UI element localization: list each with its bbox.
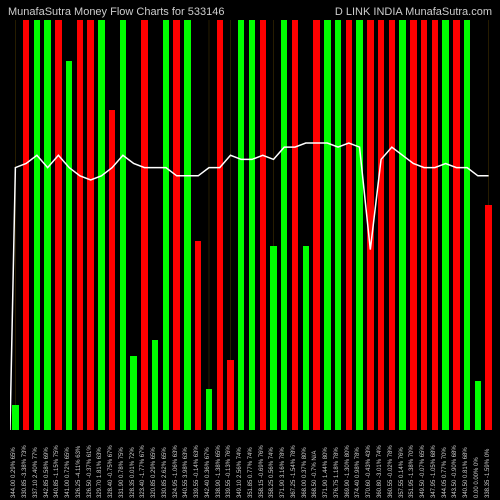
bar bbox=[356, 20, 362, 430]
bar bbox=[163, 20, 169, 430]
x-label: 338.35 -1.59% 0% bbox=[485, 449, 491, 498]
bar bbox=[87, 20, 93, 430]
x-label: 376.75 1.18% 78% bbox=[334, 447, 340, 498]
plot-area bbox=[10, 20, 494, 430]
x-label: 371.90 3.16% 78% bbox=[280, 447, 286, 498]
chart-title-right: D LINK INDIA MunafaSutra.com bbox=[335, 6, 492, 18]
bar bbox=[270, 246, 276, 431]
chart-title-left: MunafaSutra Money Flow Charts for 533146 bbox=[8, 6, 224, 18]
x-label: 344.05 0.77% 70% bbox=[442, 447, 448, 498]
bar bbox=[389, 20, 395, 430]
x-label: 351.85 0.77% 74% bbox=[248, 447, 254, 498]
bar bbox=[313, 20, 319, 430]
bar bbox=[98, 20, 104, 430]
bar bbox=[249, 20, 255, 430]
bar bbox=[453, 20, 459, 430]
x-label: 347.95 -1.05% 68% bbox=[431, 445, 437, 498]
bar bbox=[399, 20, 405, 430]
x-label: 343.50 -0.90% 68% bbox=[452, 445, 458, 498]
bar bbox=[485, 205, 491, 431]
bar bbox=[410, 20, 416, 430]
bar bbox=[152, 340, 158, 430]
x-label: 340.55 3.98% 63% bbox=[183, 447, 189, 498]
bar bbox=[141, 20, 147, 430]
bar bbox=[120, 20, 126, 430]
x-label: 360.80 -3.01% 74% bbox=[377, 445, 383, 498]
bar bbox=[206, 389, 212, 430]
x-axis-labels: 344.00 0.29% 65% 330.85 -3.38% 73% 337.10 … bbox=[10, 430, 494, 500]
x-label: 349.10 2.56% 74% bbox=[237, 447, 243, 498]
bar bbox=[367, 20, 373, 430]
bar bbox=[464, 20, 470, 430]
bar bbox=[77, 20, 83, 430]
bar bbox=[227, 360, 233, 430]
bar bbox=[238, 20, 244, 430]
x-label: 331.90 0.78% 75% bbox=[119, 447, 125, 498]
bar bbox=[378, 20, 384, 430]
x-label: 340.50 0.81% 68% bbox=[463, 447, 469, 498]
bar bbox=[335, 20, 341, 430]
bar bbox=[55, 20, 61, 430]
x-label: 358.15 -0.69% 76% bbox=[259, 445, 265, 498]
x-label: 330.85 2.62% 65% bbox=[162, 447, 168, 498]
money-flow-chart: MunafaSutra Money Flow Charts for 533146… bbox=[0, 0, 500, 500]
x-label: 328.35 0.01% 72% bbox=[130, 447, 136, 498]
x-label: 374.40 0.98% 78% bbox=[355, 447, 361, 498]
x-label: 357.55 0.14% 76% bbox=[399, 447, 405, 498]
bar bbox=[66, 61, 72, 430]
bar bbox=[346, 20, 352, 430]
x-label: 330.85 -3.38% 73% bbox=[22, 445, 28, 498]
x-label: 351.95 -1.38% 70% bbox=[409, 445, 415, 498]
x-label: 371.90 1.44% 80% bbox=[323, 447, 329, 498]
x-label: 339.55 -0.13% 76% bbox=[226, 445, 232, 498]
x-label: 360.55 -0.02% 78% bbox=[388, 445, 394, 498]
x-label: 358.25 0.56% 74% bbox=[269, 447, 275, 498]
bar bbox=[44, 20, 50, 430]
bar bbox=[292, 20, 298, 430]
x-label: 367.25 -1.54% 78% bbox=[291, 445, 297, 498]
x-label: 369.90 -1.30% 80% bbox=[345, 445, 351, 498]
bar bbox=[23, 20, 29, 430]
bar bbox=[281, 20, 287, 430]
x-label: 349.50 -0.07% 65% bbox=[420, 445, 426, 498]
bar bbox=[34, 20, 40, 430]
x-label: 326.25 -4.11% 63% bbox=[76, 446, 82, 498]
x-label: 328.40 -0.75% 67% bbox=[108, 445, 114, 498]
x-label: 326.50 -0.37% 61% bbox=[87, 445, 93, 498]
x-label: 0.00 0.00% 0% bbox=[474, 457, 480, 498]
x-label: 323.40 -1.77% 67% bbox=[140, 445, 146, 498]
bar bbox=[432, 20, 438, 430]
bar bbox=[109, 110, 115, 430]
x-label: 370.60 -0.43% 43% bbox=[366, 445, 372, 498]
x-label: 342.85 0.58% 69% bbox=[44, 447, 50, 498]
x-label: 324.95 -1.06% 63% bbox=[173, 445, 179, 498]
bar bbox=[184, 20, 190, 430]
x-label: 329.70 1.81% 63% bbox=[97, 447, 103, 498]
x-label: 341.00 0.72% 65% bbox=[65, 447, 71, 498]
x-label: 339.55 -0.14% 63% bbox=[194, 445, 200, 498]
bar bbox=[217, 20, 223, 430]
x-label: 344.00 0.29% 65% bbox=[11, 447, 17, 498]
x-label: 340.85 -1.15% 75% bbox=[54, 445, 60, 498]
x-label: 338.90 -1.38% 65% bbox=[216, 445, 222, 498]
bar bbox=[475, 381, 481, 430]
bar bbox=[173, 20, 179, 430]
x-label: 320.85 0.29% 65% bbox=[151, 447, 157, 498]
bar bbox=[130, 356, 136, 430]
x-label: 368.00 0.37% 80% bbox=[302, 447, 308, 498]
bar bbox=[195, 241, 201, 430]
x-label: 337.10 2.40% 77% bbox=[33, 447, 39, 498]
bar bbox=[324, 20, 330, 430]
bar bbox=[442, 20, 448, 430]
bar bbox=[303, 246, 309, 431]
bar bbox=[12, 405, 18, 430]
bar bbox=[421, 20, 427, 430]
x-label: 368.50 -0.7% N/A bbox=[312, 451, 318, 498]
bar bbox=[260, 20, 266, 430]
x-label: 342.40 0.36% 67% bbox=[205, 447, 211, 498]
